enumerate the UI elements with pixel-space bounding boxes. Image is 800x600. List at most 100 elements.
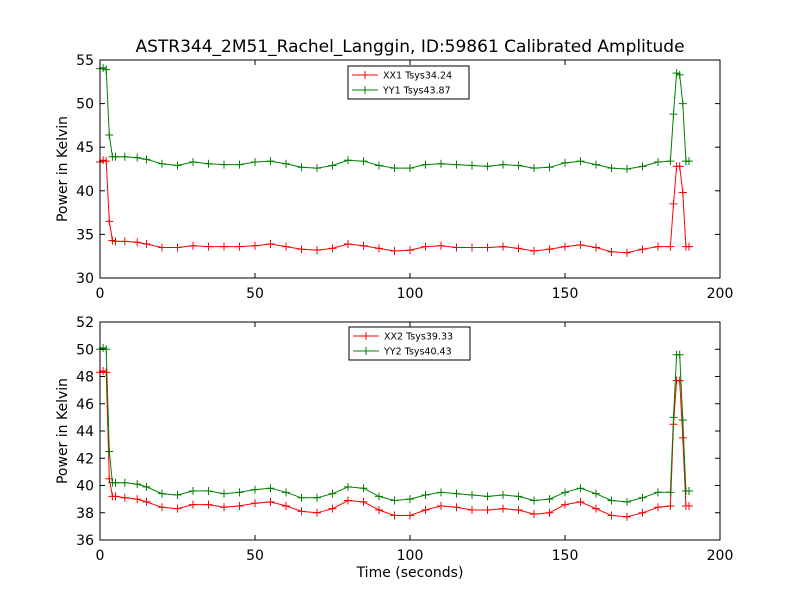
bottom-series-2-point [623, 497, 631, 506]
bottom-series-1-point [359, 497, 368, 506]
top-y-axis-label: Power in Kelvin [55, 116, 71, 222]
top-series-1-point [483, 243, 492, 252]
bottom-series-1-point [499, 504, 507, 513]
top-panel: 0 50 100 150 200 30 35 40 45 50 55 Power in Kelvin X… [55, 53, 733, 302]
bottom-series-1-point [158, 503, 166, 512]
bottom-series-1-point [204, 500, 213, 509]
top-series-1-point [576, 240, 585, 249]
bottom-series-2-point [204, 486, 213, 495]
top-series-1-point [328, 244, 337, 253]
top-series-2-point [638, 162, 647, 171]
bottom-series-1-point [685, 501, 693, 510]
bottom-series-1-point [483, 506, 492, 515]
top-series-1-point [344, 239, 352, 248]
top-series-1-point [406, 246, 414, 255]
bottom-series-1-point [328, 504, 337, 513]
top-series-2-point [406, 164, 414, 173]
top-legend-label-2: YY1 Tsys43.87 [382, 86, 451, 97]
bottom-x-tick-label: 0 [96, 548, 105, 564]
bottom-series-2-point [390, 496, 399, 505]
bottom-series-1-point [623, 512, 631, 521]
top-series-1-point [375, 244, 383, 253]
bottom-series-1-point [251, 499, 259, 508]
bottom-series-1-point [313, 508, 321, 517]
top-series-1-point [678, 188, 687, 197]
top-series-1-point [173, 243, 182, 252]
top-series-1-point [452, 243, 461, 252]
top-series-1-point [105, 217, 114, 226]
top-legend-label-1: XX1 Tsys34.24 [383, 71, 452, 82]
top-series-2-point [669, 110, 678, 119]
top-series-2-point [675, 70, 684, 79]
top-series-1-point [530, 246, 538, 255]
bottom-series-1-point [266, 497, 275, 506]
top-y-tick-label: 45 [76, 140, 94, 156]
top-series-1-point [102, 157, 111, 166]
bottom-series-2-point [638, 493, 647, 502]
top-y-tick-label: 35 [76, 227, 94, 243]
top-series-1-point [313, 246, 321, 255]
top-series-1-point [592, 243, 600, 252]
bottom-series-2-point [105, 447, 114, 456]
bottom-series-2-point [666, 488, 675, 497]
bottom-series-1-point [282, 501, 290, 510]
top-series-2-point [576, 157, 585, 166]
bottom-series-2-point [675, 350, 684, 359]
bottom-series-1-point [406, 511, 414, 520]
bottom-series-2-point [545, 495, 554, 504]
top-series-2-point [102, 65, 111, 74]
bottom-series-2-point [576, 484, 585, 493]
bottom-series-1-point [607, 511, 616, 520]
top-series-2-point [654, 158, 662, 167]
bottom-series-2-point [313, 493, 321, 502]
bottom-series-2-point [328, 489, 337, 498]
top-series-1-point [514, 244, 523, 253]
bottom-series-1-point [675, 376, 684, 385]
top-series-2-point [452, 160, 461, 169]
bottom-series-2-point [120, 478, 129, 487]
top-series-2 [96, 63, 693, 173]
top-series-1-point [561, 242, 569, 251]
bottom-y-tick-label: 52 [76, 315, 94, 331]
top-series-1-point [468, 243, 476, 252]
bottom-series-1-point [514, 506, 523, 515]
top-series-2-point [545, 163, 554, 172]
top-series-2-point [266, 157, 275, 166]
bottom-y-tick-label: 38 [76, 506, 94, 522]
bottom-series-2-point [468, 491, 476, 500]
top-series-1-point [654, 242, 662, 251]
top-legend-box [347, 65, 470, 100]
top-y-tick-label: 30 [76, 271, 94, 287]
top-series-1-point [359, 241, 368, 250]
bottom-series-1-point [344, 496, 352, 505]
top-series-1-point [607, 247, 616, 256]
bottom-series-2-point [406, 495, 414, 504]
bottom-y-tick-label: 44 [76, 424, 94, 440]
top-series-1-point [251, 241, 259, 250]
bottom-series-2-point [375, 492, 383, 501]
bottom-series-1-point [452, 503, 461, 512]
top-series-2-point [328, 161, 337, 170]
top-series-2-point [530, 164, 538, 173]
top-series-2-point [105, 130, 114, 139]
top-series-1-point [120, 237, 129, 246]
top-series-1-point [297, 245, 306, 254]
top-series-1-point [623, 248, 631, 257]
bottom-x-tick-label: 50 [246, 548, 264, 564]
top-series-1-point [133, 238, 142, 247]
bottom-y-axis-label: Power in Kelvin [55, 378, 71, 484]
bottom-series-2-point [235, 488, 244, 497]
top-series-1-point [204, 242, 213, 251]
bottom-series-1-point [189, 500, 197, 509]
bottom-series-1-point [561, 500, 569, 509]
top-series-1-point [158, 243, 166, 252]
top-series-2-point [189, 158, 197, 167]
bottom-series-1-point [375, 506, 383, 515]
bottom-series-2-point [344, 482, 352, 491]
bottom-series-2-point [133, 480, 142, 489]
top-series-1-point [666, 242, 675, 251]
top-series-2-point [483, 162, 492, 171]
bottom-x-tick-label: 150 [552, 548, 579, 564]
top-series-1-point [266, 239, 275, 248]
bottom-series-1-point [120, 493, 129, 502]
